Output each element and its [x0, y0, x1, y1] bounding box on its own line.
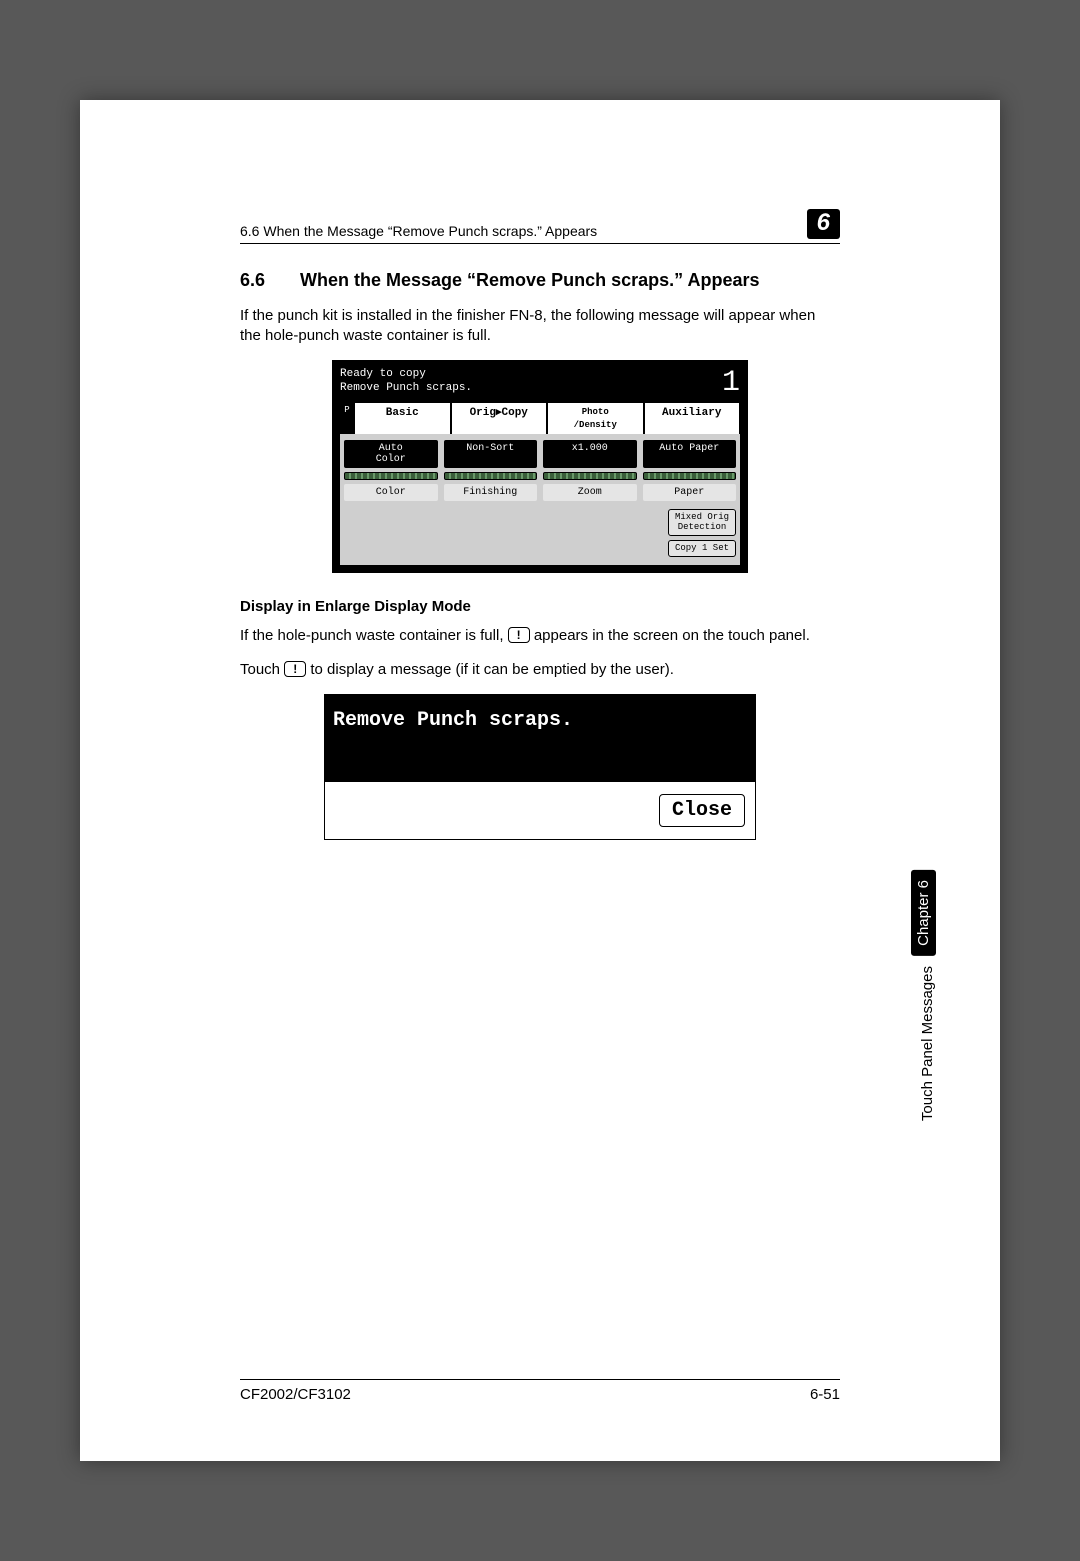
lcd-btn-nonsort[interactable]: Non-Sort [444, 440, 538, 468]
enlarge-paragraph-1: If the hole-punch waste container is ful… [240, 626, 840, 646]
header-rule [240, 243, 840, 244]
enlarge-subhead: Display in Enlarge Display Mode [240, 597, 840, 617]
lcd-status-line2: Remove Punch scraps. [340, 382, 722, 396]
lcd-tab-photo[interactable]: Photo /Density [547, 402, 644, 433]
enlarge-p2-a: Touch [240, 661, 284, 678]
copier-lcd: Ready to copy Remove Punch scraps. 1 P B… [332, 360, 748, 573]
chapter-badge: 6 [807, 209, 840, 239]
enlarge-p2-b: to display a message (if it can be empti… [310, 661, 674, 678]
side-section-label: Touch Panel Messages [919, 962, 936, 1125]
lcd-tab-basic[interactable]: Basic [354, 402, 451, 433]
enlarge-p1-b: appears in the screen on the touch panel… [534, 627, 810, 644]
section-number: 6.6 [240, 268, 300, 292]
lcd-tabs: P Basic Orig▸Copy Photo /Density Auxilia… [340, 402, 740, 433]
copier-lcd-figure: Ready to copy Remove Punch scraps. 1 P B… [240, 360, 840, 573]
footer-page: 6-51 [810, 1386, 840, 1403]
enlarge-p1-a: If the hole-punch waste container is ful… [240, 627, 508, 644]
close-button[interactable]: Close [659, 794, 745, 827]
document-page: 6.6 When the Message “Remove Punch scrap… [80, 100, 1000, 1461]
lcd-btn-zoomval[interactable]: x1.000 [543, 440, 637, 468]
lcd-lbl-paper: Paper [643, 484, 737, 502]
lcd-progress-4 [643, 472, 737, 480]
lcd-progress-3 [543, 472, 637, 480]
lcd-p-flag[interactable]: P [340, 402, 354, 433]
side-chapter-label: Chapter 6 [911, 870, 936, 956]
alert-icon: ! [508, 627, 530, 643]
enlarge-message-box: Remove Punch scraps. Close [324, 694, 756, 840]
page-body: 6.6 When the Message “Remove Punch scrap… [240, 268, 840, 841]
lcd-copy-count: 1 [722, 368, 740, 398]
footer-model: CF2002/CF3102 [240, 1386, 351, 1403]
enlarge-message-text: Remove Punch scraps. [325, 695, 755, 782]
section-title: When the Message “Remove Punch scraps.” … [300, 268, 840, 292]
intro-paragraph: If the punch kit is installed in the fin… [240, 306, 840, 347]
lcd-body: Auto Color Non-Sort x1.000 Auto Paper Co… [340, 434, 740, 566]
lcd-progress-1 [344, 472, 438, 480]
lcd-btn-mixedorig[interactable]: Mixed Orig Detection [668, 509, 736, 536]
enlarge-message-footer: Close [325, 782, 755, 839]
lcd-btn-autocolor[interactable]: Auto Color [344, 440, 438, 468]
page-footer: CF2002/CF3102 6-51 [240, 1379, 840, 1403]
lcd-status-text: Ready to copy Remove Punch scraps. [340, 368, 722, 398]
alert-icon: ! [284, 661, 306, 677]
section-heading: 6.6 When the Message “Remove Punch scrap… [240, 268, 840, 292]
lcd-tab-auxiliary[interactable]: Auxiliary [644, 402, 741, 433]
running-title: 6.6 When the Message “Remove Punch scrap… [240, 223, 807, 239]
lcd-lbl-color: Color [344, 484, 438, 502]
lcd-tab-origcopy[interactable]: Orig▸Copy [451, 402, 548, 433]
lcd-progress-2 [444, 472, 538, 480]
side-labels: Chapter 6 Touch Panel Messages [885, 870, 936, 1125]
lcd-btn-autopaper[interactable]: Auto Paper [643, 440, 737, 468]
enlarge-paragraph-2: Touch ! to display a message (if it can … [240, 660, 840, 680]
lcd-lbl-finishing: Finishing [444, 484, 538, 502]
enlarge-message-figure: Remove Punch scraps. Close [240, 694, 840, 840]
lcd-lbl-zoom: Zoom [543, 484, 637, 502]
running-header: 6.6 When the Message “Remove Punch scrap… [240, 209, 840, 239]
lcd-status-line1: Ready to copy [340, 368, 722, 382]
lcd-status-bar: Ready to copy Remove Punch scraps. 1 [340, 368, 740, 398]
lcd-btn-copy1set[interactable]: Copy 1 Set [668, 540, 736, 557]
